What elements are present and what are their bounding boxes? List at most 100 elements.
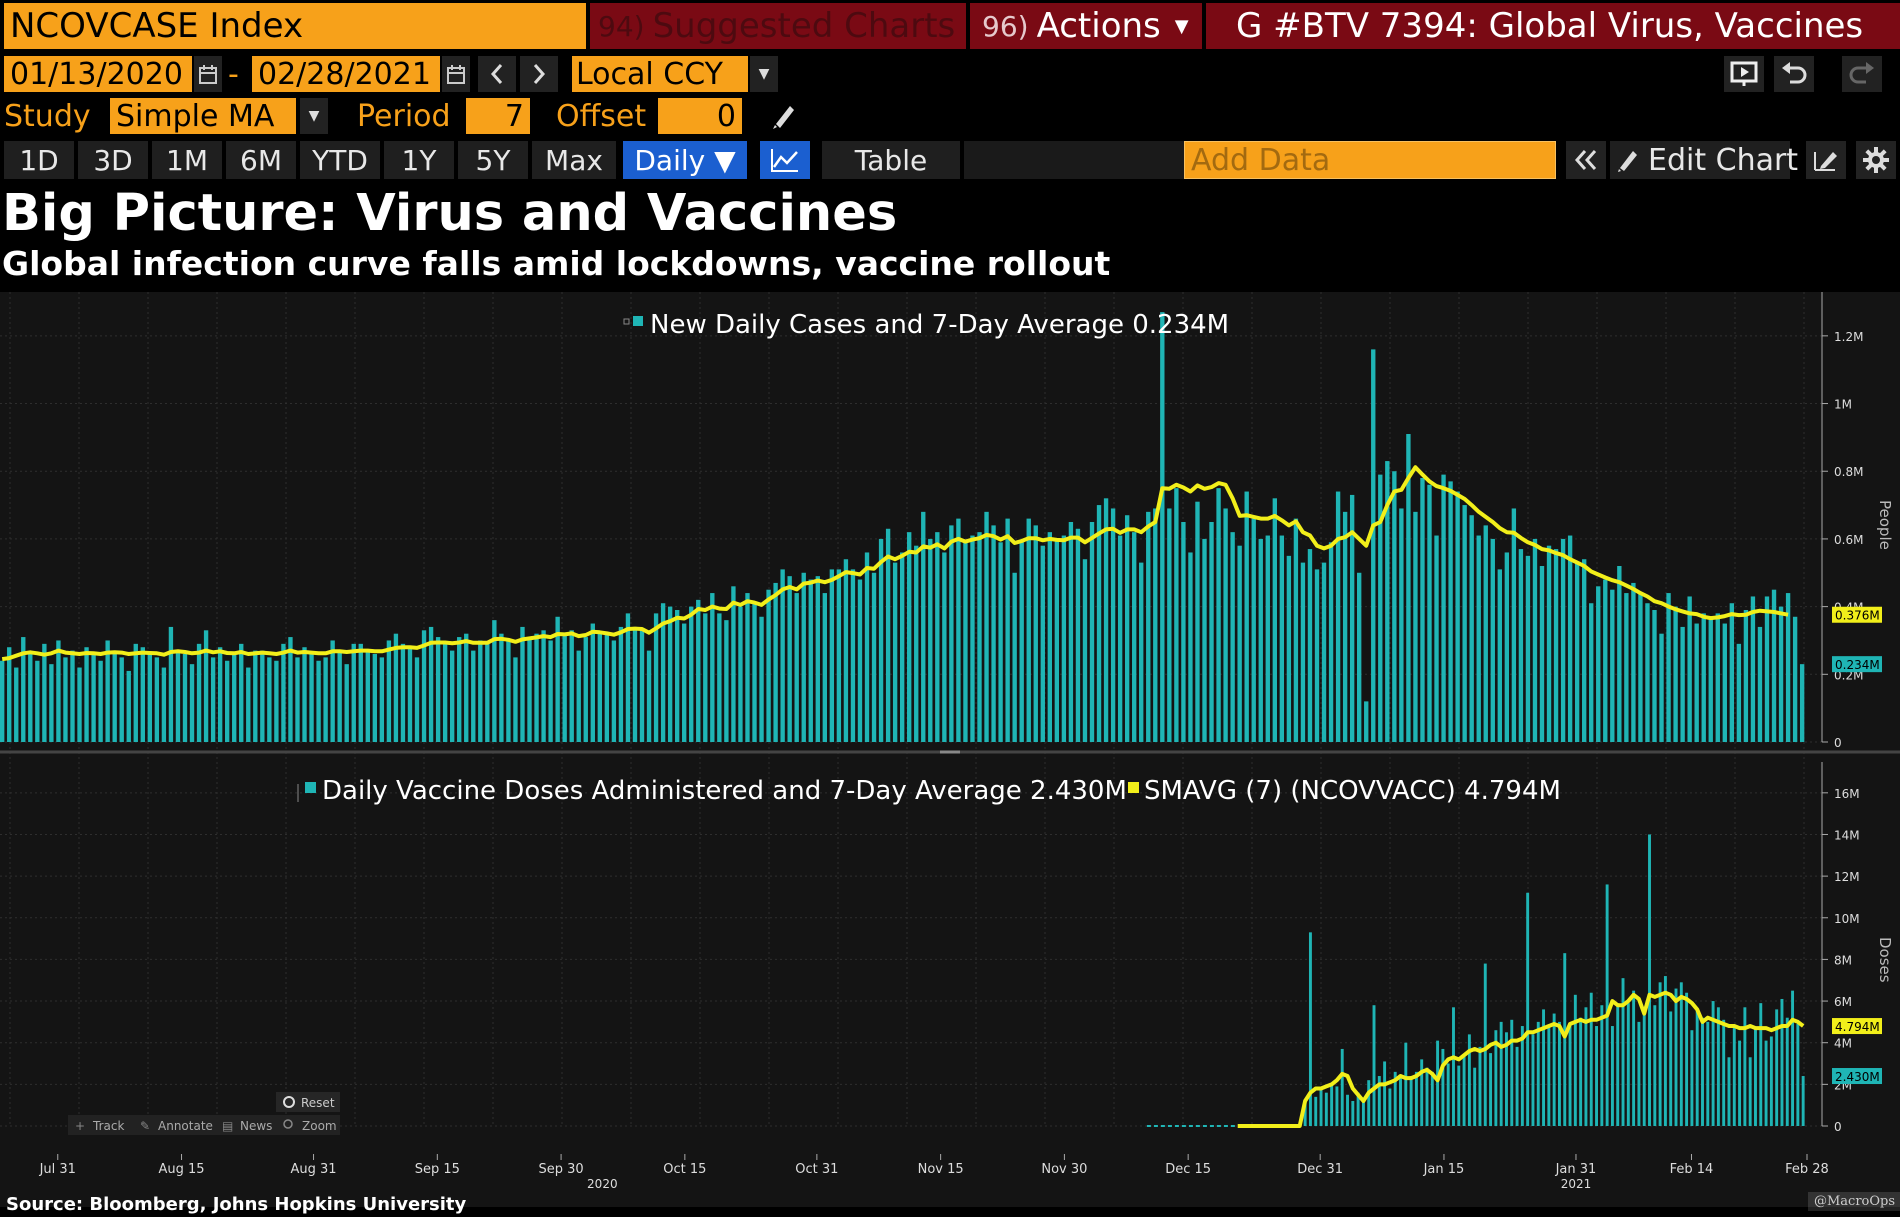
bar: [949, 525, 954, 742]
period-input[interactable]: 7: [466, 98, 530, 134]
bar: [1430, 1071, 1434, 1126]
redo-icon[interactable]: [1842, 56, 1882, 92]
bar: [724, 620, 729, 742]
bar: [1279, 535, 1285, 742]
bar: [365, 650, 370, 742]
double-chevron-left-icon[interactable]: [1566, 141, 1606, 179]
track-button[interactable]: + Track: [75, 1119, 124, 1133]
edit-chart-button[interactable]: Edit Chart: [1610, 141, 1798, 179]
bar: [274, 660, 279, 742]
edit-settings-icon[interactable]: [1806, 141, 1846, 179]
bar: [1736, 643, 1742, 742]
tab-period-max[interactable]: Max: [532, 141, 616, 179]
bar: [780, 569, 785, 742]
bar: [1414, 1071, 1418, 1126]
bar: [1272, 498, 1277, 742]
bar: [1335, 1086, 1339, 1126]
chart-tools: + Track ✎ Annotate ▤ News Zoom: [68, 1115, 340, 1135]
security-field[interactable]: NCOVCASE Index: [4, 3, 586, 49]
chart-area[interactable]: 00.2M0.4M0.6M0.8M1M1.2M0.376M0.234M02M4M…: [0, 292, 1900, 1207]
currency-select[interactable]: Local CCY: [572, 56, 748, 92]
undo-icon[interactable]: [1774, 56, 1814, 92]
study-select[interactable]: Simple MA: [110, 98, 296, 134]
bar: [295, 657, 300, 742]
bar: [1286, 555, 1292, 742]
tab-period-1m[interactable]: 1M: [152, 141, 222, 179]
bar: [1687, 596, 1692, 742]
presentation-icon[interactable]: [1724, 56, 1764, 92]
crosshair-icon: +: [75, 1119, 85, 1133]
bar: [1026, 518, 1031, 742]
bar: [1019, 542, 1024, 742]
bar: [899, 552, 905, 742]
bar: [1462, 1055, 1466, 1126]
bar: [1420, 478, 1425, 742]
add-data-input[interactable]: Add Data: [1184, 141, 1556, 179]
bar: [224, 660, 230, 742]
annotate-button[interactable]: ✎ Annotate: [140, 1119, 213, 1133]
tab-period-1y[interactable]: 1Y: [384, 141, 454, 179]
bar: [1658, 982, 1662, 1126]
tab-period-6m[interactable]: 6M: [226, 141, 296, 179]
chevron-left-icon[interactable]: [478, 56, 516, 92]
bar: [1351, 1101, 1355, 1126]
offset-input[interactable]: 0: [658, 98, 742, 134]
calendar-icon[interactable]: [442, 56, 470, 92]
tab-period-3d[interactable]: 3D: [78, 141, 148, 179]
last-value-badge-avg: [1832, 1018, 1882, 1035]
bar: [1792, 616, 1798, 742]
tab-period-5y[interactable]: 5Y: [458, 141, 528, 179]
chevron-down-icon[interactable]: ▼: [750, 56, 778, 92]
x-year-label: 2020: [587, 1177, 618, 1191]
chevron-right-icon[interactable]: [520, 56, 558, 92]
legend-swatch-smavg: [1128, 782, 1139, 793]
bar: [428, 626, 434, 742]
actions-button[interactable]: 96) Actions ▼: [970, 3, 1202, 49]
bar: [1716, 1007, 1720, 1126]
bar: [1637, 1021, 1641, 1126]
calendar-icon[interactable]: [194, 56, 222, 92]
legend-toggle-icon[interactable]: [623, 318, 630, 325]
bar: [126, 670, 131, 742]
chevron-down-icon[interactable]: ▼: [300, 98, 328, 134]
bar: [1361, 1098, 1365, 1126]
start-date-field[interactable]: 01/13/2020: [4, 56, 192, 92]
bar: [1621, 978, 1625, 1126]
bar: [1409, 1076, 1413, 1126]
bar: [1452, 1007, 1455, 1126]
tab-period-1d[interactable]: 1D: [4, 141, 74, 179]
x-tick-label: Oct 31: [795, 1162, 838, 1177]
bar: [1727, 1057, 1731, 1126]
reset-button[interactable]: Reset: [276, 1092, 340, 1112]
gear-icon[interactable]: [1856, 141, 1896, 179]
bar: [885, 528, 891, 742]
chart-toolbar: 1D 3D 1M 6M YTD 1Y 5Y Max Daily ▼ Table Add Dat…: [0, 138, 1900, 182]
bar: [478, 640, 483, 742]
bar: [281, 643, 286, 742]
table-button[interactable]: Table: [822, 141, 960, 179]
suggested-charts-button[interactable]: 94) Suggested Charts: [590, 3, 966, 49]
bar: [217, 647, 223, 742]
frequency-select[interactable]: Daily ▼: [623, 141, 747, 179]
bar: [1319, 1088, 1323, 1126]
bar: [548, 640, 553, 742]
bar: [843, 559, 849, 742]
bar: [759, 616, 764, 742]
bar: [942, 552, 947, 742]
line-chart-icon[interactable]: [760, 141, 810, 179]
end-date-field[interactable]: 02/28/2021: [252, 56, 440, 92]
pencil-icon[interactable]: [766, 98, 802, 134]
bar: [1349, 494, 1355, 742]
end-date-text: 02/28/2021: [258, 56, 431, 92]
tab-period-ytd[interactable]: YTD: [300, 141, 380, 179]
credit-watermark: @MacroOps: [1808, 1192, 1900, 1211]
zoom-button[interactable]: Zoom: [283, 1119, 337, 1133]
bar: [1258, 538, 1263, 742]
bar: [1089, 522, 1095, 742]
news-button[interactable]: ▤ News: [222, 1119, 272, 1133]
bar: [70, 650, 75, 742]
bar: [42, 643, 47, 742]
bar: [1005, 518, 1010, 742]
study-label: Study: [4, 98, 91, 134]
bar: [1757, 626, 1763, 742]
